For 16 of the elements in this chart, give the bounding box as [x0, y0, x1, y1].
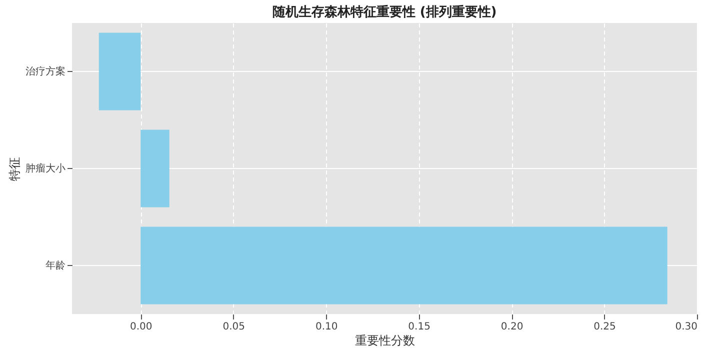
- bar: [140, 226, 668, 304]
- x-tick-label: 0.15: [408, 322, 430, 332]
- y-tick-label: 肿瘤大小: [26, 162, 66, 174]
- x-tick-label: 0.00: [130, 322, 152, 332]
- x-tick-label: 0.05: [222, 322, 245, 332]
- bar: [140, 130, 170, 208]
- x-tick-label: 0.30: [675, 322, 698, 332]
- x-axis-title: 重要性分数: [355, 334, 415, 348]
- y-axis-title: 特征: [8, 157, 22, 181]
- y-tick-label: 治疗方案: [26, 66, 66, 78]
- chart-title: 随机生存森林特征重要性 (排列重要性): [272, 4, 497, 20]
- x-tick-label: 0.20: [500, 322, 524, 332]
- x-tick-label: 0.10: [315, 322, 338, 332]
- y-tick-label: 年龄: [46, 260, 66, 272]
- x-tick-label: 0.25: [594, 322, 616, 332]
- bar: [98, 32, 141, 110]
